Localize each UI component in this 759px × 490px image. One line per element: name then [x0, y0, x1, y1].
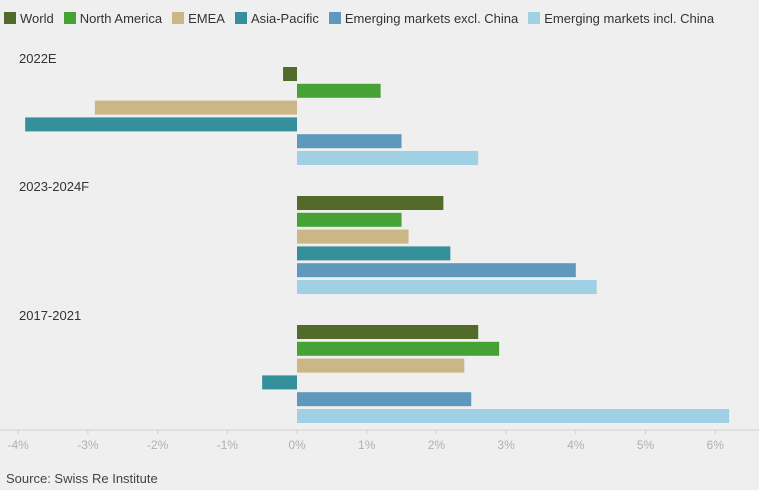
bar: [94, 100, 298, 115]
bar: [297, 151, 479, 165]
bar: [297, 325, 479, 339]
legend-swatch: [172, 12, 185, 24]
x-tick-label: 0%: [288, 438, 306, 452]
legend: World North America EMEA Asia-Pacific Emergi…: [4, 9, 724, 27]
x-tick-label: -2%: [147, 438, 169, 452]
x-tick-label: -4%: [8, 438, 30, 452]
legend-item: Emerging markets excl. China: [328, 10, 519, 26]
legend-label: World: [20, 10, 54, 26]
bar: [297, 196, 444, 210]
legend-swatch: [234, 12, 247, 24]
legend-label: EMEA: [188, 10, 225, 26]
bar: [297, 358, 465, 373]
legend-label: North America: [79, 10, 163, 26]
legend-swatch: [4, 12, 16, 24]
legend-label: Emerging markets excl. China: [344, 10, 519, 26]
legend-swatch: [63, 12, 76, 24]
bar: [297, 83, 381, 98]
legend-swatch: [528, 12, 541, 24]
x-tick-label: 4%: [567, 438, 585, 452]
x-tick-label: 3%: [497, 438, 515, 452]
bar: [297, 212, 402, 227]
bar: [297, 263, 576, 278]
legend-item: North America: [63, 10, 163, 26]
bar: [297, 134, 402, 149]
bar: [297, 229, 409, 244]
bar: [297, 409, 730, 423]
legend-item: Emerging markets incl. China: [528, 11, 714, 26]
bar: [297, 246, 451, 261]
x-tick-label: 2%: [428, 438, 446, 452]
bar: [297, 280, 597, 294]
source-note: Source: Swiss Re Institute: [6, 471, 158, 486]
x-tick-label: -1%: [217, 438, 239, 452]
bar: [25, 117, 297, 132]
x-tick-label: 5%: [637, 438, 655, 452]
bar: [297, 341, 500, 356]
legend-label: Emerging markets incl. China: [544, 10, 715, 26]
group-label: 2023-2024F: [19, 179, 89, 194]
bar: [297, 392, 472, 407]
bar: [262, 375, 297, 390]
x-tick-label: 1%: [358, 438, 376, 452]
legend-item: EMEA: [172, 11, 225, 26]
x-tick-label: 6%: [707, 438, 725, 452]
bar: [283, 67, 297, 81]
legend-item: Asia-Pacific: [234, 10, 319, 26]
group-label: 2022E: [19, 51, 57, 66]
legend-swatch: [328, 12, 341, 24]
x-tick-label: -3%: [77, 438, 99, 452]
group-label: 2017-2021: [19, 308, 81, 323]
legend-item: World: [4, 11, 54, 26]
legend-label: Asia-Pacific: [250, 10, 319, 26]
